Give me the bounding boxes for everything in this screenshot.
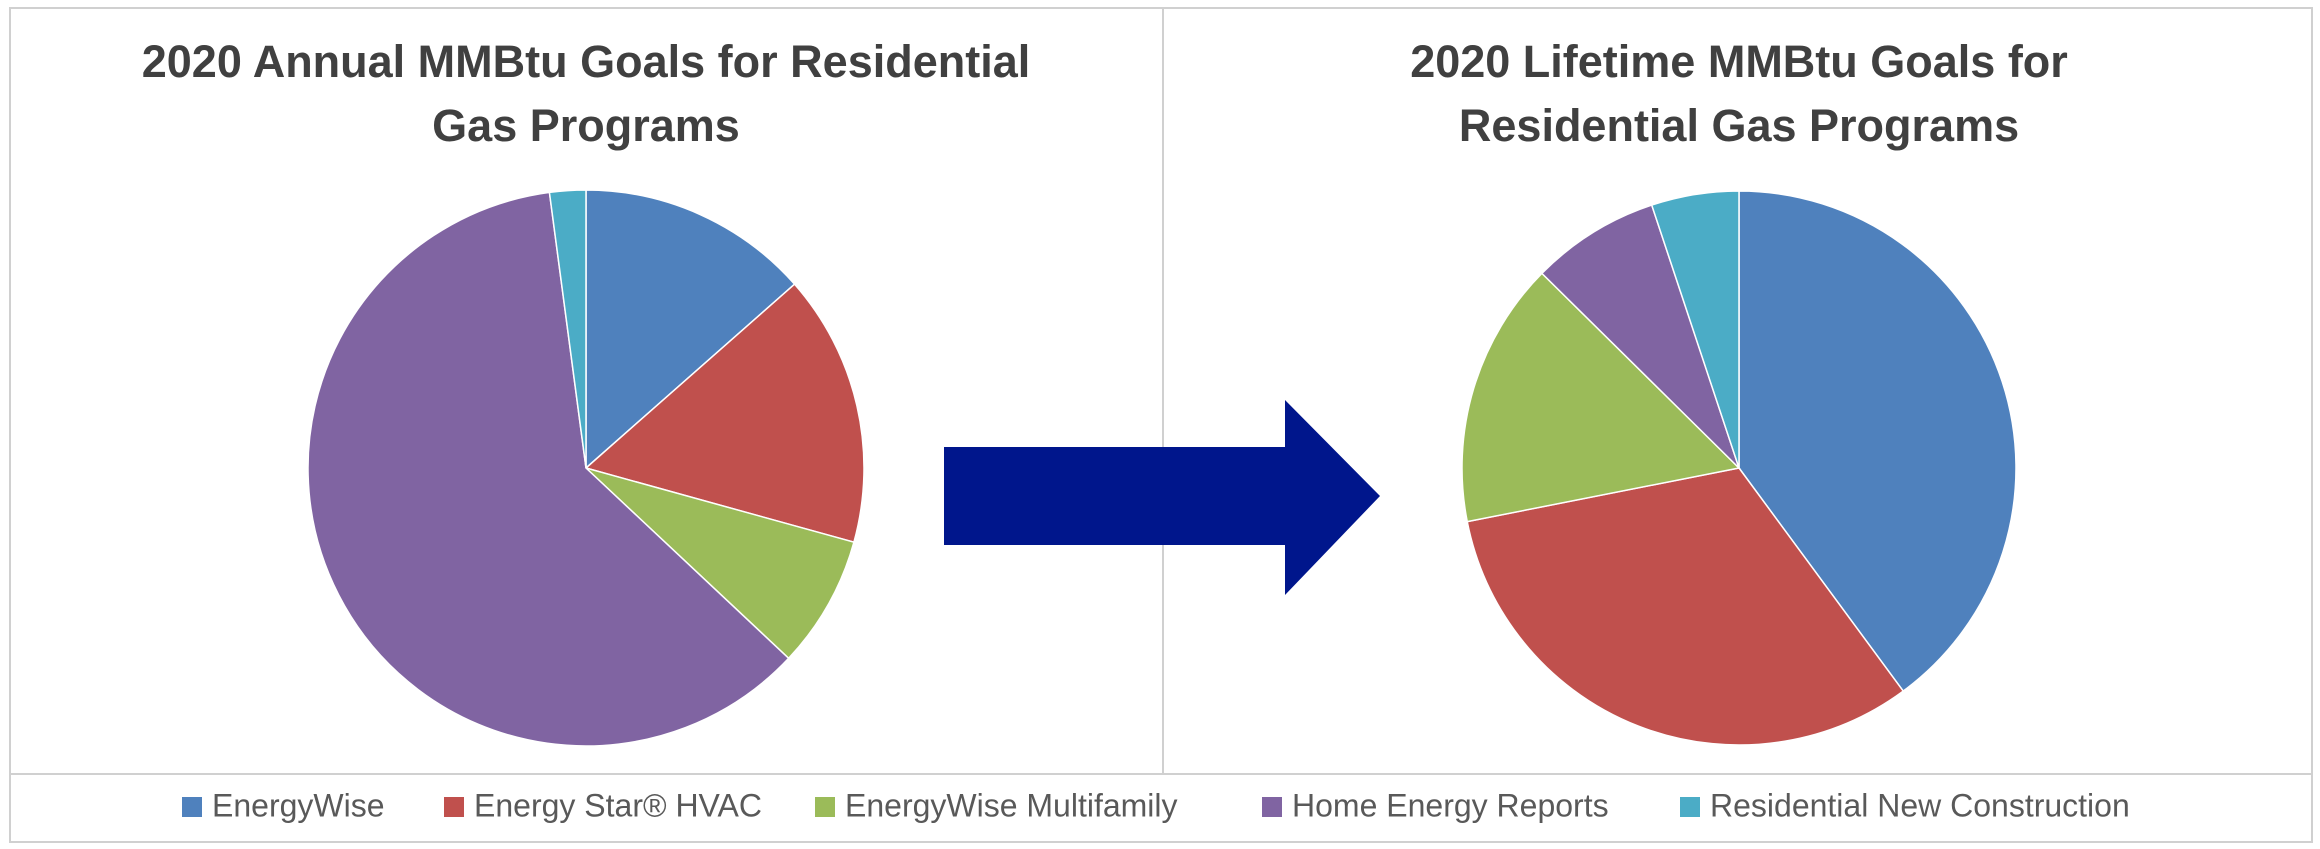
- frame: [9, 7, 2313, 843]
- pie-slice: [1466, 467, 1905, 746]
- legend-label: EnergyWise Multifamily: [845, 787, 1178, 823]
- legend-swatch: [815, 797, 835, 817]
- chart-title: 2020 Lifetime MMBtu Goals for Residentia…: [1410, 36, 2068, 151]
- pie-slice: [1461, 272, 1741, 523]
- legend-label: EnergyWise: [212, 787, 385, 823]
- chart-title: 2020 Annual MMBtu Goals for Residential …: [141, 36, 1031, 151]
- legend-label: Energy Star® HVAC: [474, 787, 762, 823]
- pie-slice: [548, 189, 587, 469]
- pie-slice: [585, 467, 855, 660]
- legend-swatch: [444, 797, 464, 817]
- pie-slice: [584, 283, 865, 544]
- legend-swatch: [182, 797, 202, 817]
- legend-swatch: [1680, 797, 1700, 817]
- legend-swatch: [1262, 797, 1282, 817]
- pie-slice: [585, 189, 796, 470]
- legend-label: Residential New Construction: [1710, 787, 2130, 823]
- pie-slice: [307, 191, 790, 747]
- legend-label: Home Energy Reports: [1292, 787, 1609, 823]
- pie-slice: [1650, 190, 1740, 469]
- pie-slice: [1540, 204, 1740, 469]
- arrow: [944, 400, 1380, 595]
- pie-slice: [1738, 190, 2017, 693]
